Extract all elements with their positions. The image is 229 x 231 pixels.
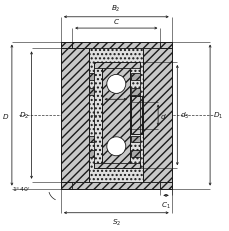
Polygon shape <box>61 43 171 49</box>
Polygon shape <box>89 74 93 81</box>
Circle shape <box>106 75 125 94</box>
Polygon shape <box>131 97 142 135</box>
Polygon shape <box>131 74 139 81</box>
Text: $B_2$: $B_2$ <box>111 3 121 14</box>
Text: $d$: $d$ <box>160 111 166 120</box>
Text: $D_2$: $D_2$ <box>19 110 29 121</box>
Text: $D$: $D$ <box>2 111 9 120</box>
Text: $C_1$: $C_1$ <box>161 200 170 210</box>
Text: $B_1$: $B_1$ <box>111 86 121 97</box>
Text: $C$: $C$ <box>112 17 119 26</box>
Text: $1°40'$: $1°40'$ <box>12 184 30 193</box>
Text: $D_1$: $D_1$ <box>212 110 222 121</box>
Polygon shape <box>143 49 171 182</box>
Polygon shape <box>131 88 139 95</box>
Polygon shape <box>93 63 139 168</box>
Polygon shape <box>131 150 139 157</box>
Polygon shape <box>131 136 139 143</box>
Polygon shape <box>89 49 143 182</box>
Circle shape <box>106 137 125 156</box>
Polygon shape <box>61 49 89 182</box>
Polygon shape <box>89 88 93 95</box>
Polygon shape <box>89 136 93 143</box>
Text: $d_3$: $d_3$ <box>179 110 188 121</box>
Polygon shape <box>61 182 171 189</box>
Text: $S_2$: $S_2$ <box>111 217 120 228</box>
Polygon shape <box>89 150 93 157</box>
